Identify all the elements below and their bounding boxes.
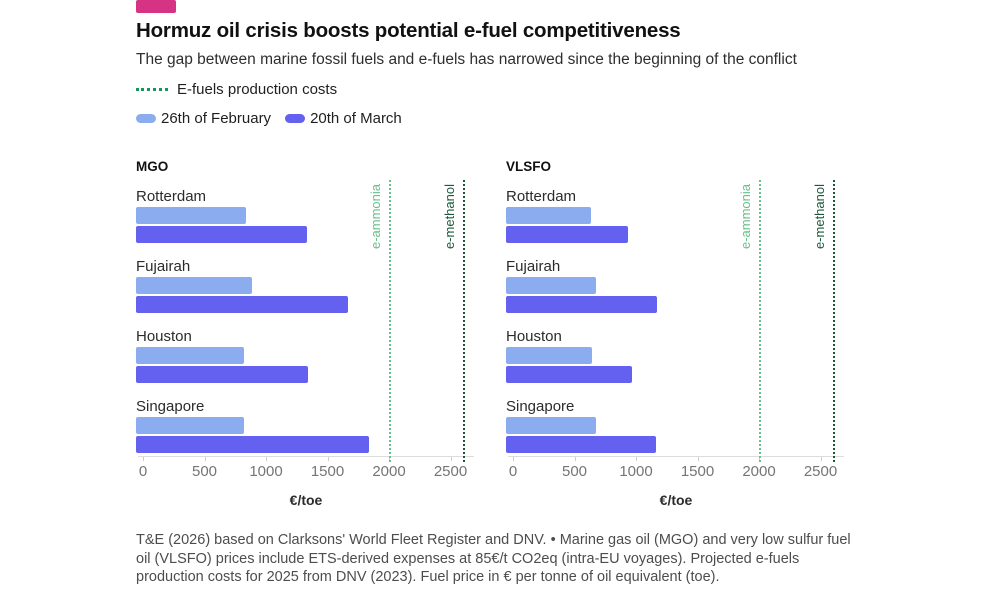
bar-march <box>136 296 348 313</box>
category-label: Fujairah <box>136 258 191 275</box>
axis-unit-label: €/toe <box>659 492 693 508</box>
legend-efuels: E-fuels production costs <box>136 81 876 98</box>
bar-february <box>136 277 252 294</box>
axis-tick <box>820 457 822 461</box>
march-swatch-icon <box>285 114 306 123</box>
axis-tick-label: 2500 <box>433 463 468 480</box>
axis-tick-label: 0 <box>508 463 518 480</box>
ref-line-e-methanol <box>832 180 835 462</box>
page-title: Hormuz oil crisis boosts potential e-fue… <box>136 19 681 42</box>
legend-efuels-label: E-fuels production costs <box>177 81 338 98</box>
axis-tick-label: 1000 <box>249 463 283 480</box>
axis-tick <box>636 457 637 461</box>
bar-group: Houston <box>506 328 851 383</box>
axis-tick-label: 0 <box>138 463 148 480</box>
chart-panel-mgo: MGO Rotterdam Fujairah Houston Singapore e-… <box>136 155 481 525</box>
bar-rows: Rotterdam Fujairah Houston Singapore <box>136 188 481 453</box>
category-label: Singapore <box>506 398 575 415</box>
bar-rows: Rotterdam Fujairah Houston Singapore <box>506 188 851 453</box>
figure-header: Hormuz oil crisis boosts potential e-fue… <box>136 0 876 127</box>
x-axis: 0 500 1000 1500 2000 2500 <box>138 456 474 497</box>
bar-group: Fujairah <box>506 258 851 313</box>
axis-tick <box>450 457 452 461</box>
bar-group: Rotterdam <box>136 188 481 243</box>
legend-item-march: 20th of March <box>285 110 402 127</box>
legend-series: 26th of February 20th of March <box>136 110 876 127</box>
ref-line-e-methanol <box>462 180 465 462</box>
bar-february <box>506 277 596 294</box>
panel-title-mgo: MGO <box>136 159 169 174</box>
bar-february <box>136 347 245 364</box>
reference-lines: e-ammonia e-methanol <box>136 180 481 462</box>
panel-title-vlsfo: VLSFO <box>506 159 552 174</box>
category-label: Fujairah <box>506 258 561 275</box>
bar-march <box>136 226 307 243</box>
february-swatch-icon <box>136 114 156 123</box>
bar-march <box>506 226 628 243</box>
axis-tick-label: 500 <box>561 463 588 480</box>
bar-march <box>506 296 658 313</box>
axis-tick <box>697 457 699 461</box>
axis-tick-label: 500 <box>191 463 218 480</box>
axis-tick <box>327 457 329 461</box>
category-label: Rotterdam <box>506 188 577 205</box>
category-label: Rotterdam <box>136 188 207 205</box>
category-label: Singapore <box>136 398 205 415</box>
axis-tick-label: 2000 <box>372 463 406 480</box>
bar-february <box>136 417 245 434</box>
bar-march <box>136 366 309 383</box>
bar-group: Singapore <box>136 398 481 453</box>
axis-tick-label: 1500 <box>680 463 715 480</box>
bar-group: Rotterdam <box>506 188 851 243</box>
bar-february <box>506 417 596 434</box>
legend-item-february: 26th of February <box>136 110 271 127</box>
axis-tick-label: 2000 <box>742 463 776 480</box>
bar-march <box>136 436 369 453</box>
bar-february <box>136 207 246 224</box>
x-axis: 0 500 1000 1500 2000 2500 <box>508 456 844 497</box>
chart-panel-vlsfo: VLSFO Rotterdam Fujairah Houston Singapore … <box>506 155 851 525</box>
ref-line-e-ammonia <box>759 180 761 462</box>
bar-february <box>506 347 593 364</box>
bar-march <box>506 436 657 453</box>
bar-group: Houston <box>136 328 481 383</box>
category-label: Houston <box>136 328 192 345</box>
axis-tick-label: 1500 <box>310 463 345 480</box>
axis-tick <box>143 457 144 461</box>
axis-tick-label: 2500 <box>803 463 838 480</box>
chart-subtitle: The gap between marine fossil fuels and … <box>136 51 797 68</box>
brand-tag <box>136 0 176 13</box>
footer-note: T&E (2026) based on Clarksons' World Fle… <box>136 532 851 585</box>
axis-tick <box>266 457 267 461</box>
axis-tick <box>513 457 514 461</box>
bar-march <box>506 366 632 383</box>
legend-label-february: 26th of February <box>161 110 272 127</box>
reference-lines: e-ammonia e-methanol <box>506 180 851 462</box>
bar-february <box>506 207 591 224</box>
ref-line-e-ammonia <box>389 180 391 462</box>
axis-tick <box>204 457 206 461</box>
axis-unit-label: €/toe <box>289 492 323 508</box>
bar-group: Fujairah <box>136 258 481 313</box>
bar-group: Singapore <box>506 398 851 453</box>
legend-label-march: 20th of March <box>310 110 402 127</box>
axis-tick-label: 1000 <box>619 463 653 480</box>
dotted-line-swatch-icon <box>136 88 168 91</box>
axis-tick <box>574 457 576 461</box>
category-label: Houston <box>506 328 562 345</box>
